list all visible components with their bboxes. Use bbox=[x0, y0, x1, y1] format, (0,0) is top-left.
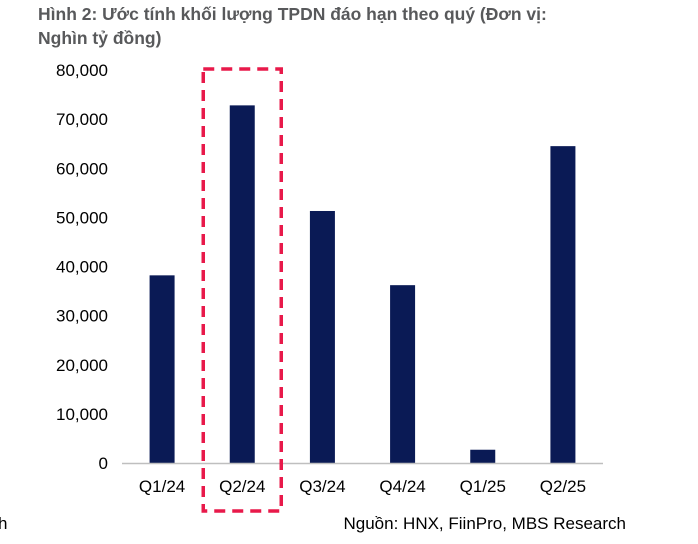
bar-q1-25 bbox=[470, 449, 496, 463]
x-tick-label: Q1/25 bbox=[460, 477, 506, 496]
x-tick-label: Q1/24 bbox=[139, 477, 185, 496]
y-tick-label: 40,000 bbox=[56, 258, 108, 277]
y-tick-label: 20,000 bbox=[56, 356, 108, 375]
source-note: Nguồn: HNX, FiinPro, MBS Research bbox=[343, 514, 627, 533]
y-tick-label: 10,000 bbox=[56, 405, 108, 424]
bar-q2-25 bbox=[550, 146, 576, 464]
x-axis-tick-labels: Q1/24 Q2/24 Q3/24 Q4/24 Q1/25 Q2/25 bbox=[139, 477, 586, 496]
y-tick-label: 80,000 bbox=[56, 61, 108, 80]
x-tick-label: Q2/25 bbox=[540, 477, 586, 496]
bar-q4-24 bbox=[390, 285, 416, 463]
highlight-box bbox=[201, 67, 283, 513]
y-tick-label: 60,000 bbox=[56, 159, 108, 178]
y-tick-label: 0 bbox=[99, 454, 108, 473]
y-tick-label: 50,000 bbox=[56, 208, 108, 227]
clipped-text-fragment: h bbox=[0, 514, 8, 533]
x-tick-label: Q2/24 bbox=[219, 477, 265, 496]
y-tick-label: 70,000 bbox=[56, 110, 108, 129]
bars bbox=[149, 105, 576, 464]
chart-title-line2: Nghìn tỷ đồng) bbox=[38, 28, 162, 48]
x-tick-label: Q3/24 bbox=[299, 477, 345, 496]
x-tick-label: Q4/24 bbox=[379, 477, 425, 496]
bar-q1-24 bbox=[149, 275, 175, 463]
chart-title: Hình 2: Ước tính khối lượng TPDN đáo hạn… bbox=[38, 2, 598, 50]
bar-q2-24 bbox=[229, 105, 255, 464]
bar-q3-24 bbox=[309, 210, 335, 463]
chart-title-line1: Hình 2: Ước tính khối lượng TPDN đáo hạn… bbox=[38, 4, 547, 24]
y-tick-label: 30,000 bbox=[56, 307, 108, 326]
y-axis-tick-labels: 0 10,000 20,000 30,000 40,000 50,000 60,000 70,… bbox=[56, 61, 108, 473]
